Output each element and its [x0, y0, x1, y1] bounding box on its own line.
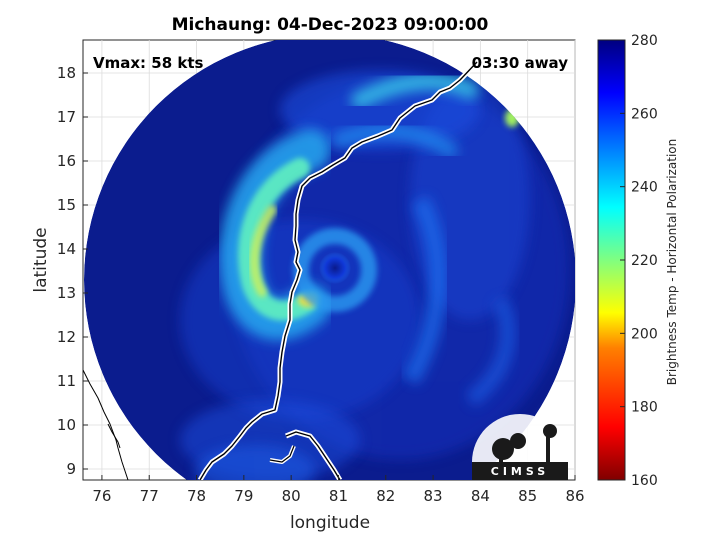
coastline: [83, 60, 479, 480]
colorbar-label: Brightness Temp - Horizontal Polarizatio…: [665, 139, 679, 386]
colorbar-tick-label: 280: [631, 33, 658, 49]
colorbar-ticks: 160 180 200 220 240 260 280: [620, 33, 658, 489]
y-tick-label: 16: [57, 152, 76, 170]
vmax-label: Vmax: 58 kts: [93, 54, 203, 72]
y-axis-ticks: 9 10 11 12 13 14 15 16 17 18: [57, 64, 88, 478]
y-tick-label: 15: [57, 196, 76, 214]
x-tick-label: 80: [282, 487, 301, 505]
x-tick-label: 84: [471, 487, 490, 505]
colorbar-tick-label: 240: [631, 180, 658, 196]
colorbar-tick-label: 260: [631, 106, 658, 122]
y-tick-label: 10: [57, 416, 76, 434]
y-tick-label: 12: [57, 328, 76, 346]
colorbar-tick-label: 160: [631, 473, 658, 489]
microwave-swath: [84, 40, 575, 480]
colorbar-tick-label: 220: [631, 253, 658, 269]
x-tick-label: 81: [329, 487, 348, 505]
y-tick-label: 13: [57, 284, 76, 302]
x-tick-label: 82: [376, 487, 395, 505]
x-axis-label: longitude: [290, 513, 370, 533]
y-tick-label: 17: [57, 108, 76, 126]
x-tick-label: 76: [92, 487, 111, 505]
y-tick-label: 18: [57, 64, 76, 82]
x-tick-label: 79: [234, 487, 253, 505]
colorbar-tick-label: 180: [631, 400, 658, 416]
y-tick-label: 11: [57, 372, 76, 390]
x-axis-ticks: 76 77 78 79 80 81 82 83 84 85 86: [92, 475, 585, 505]
figure-title: Michaung: 04-Dec-2023 09:00:00: [172, 15, 489, 35]
x-tick-label: 78: [187, 487, 206, 505]
y-tick-label: 14: [57, 240, 76, 258]
time-away-label: 03:30 away: [472, 54, 569, 72]
x-tick-label: 83: [424, 487, 443, 505]
y-tick-label: 9: [66, 460, 76, 478]
y-axis-label: latitude: [31, 227, 51, 292]
colorbar-tick-label: 200: [631, 326, 658, 342]
logo-text: CIMSS: [491, 465, 549, 478]
x-tick-label: 85: [518, 487, 537, 505]
x-tick-label: 77: [140, 487, 159, 505]
x-tick-label: 86: [565, 487, 584, 505]
cimss-logo: CIMSS: [472, 414, 568, 480]
